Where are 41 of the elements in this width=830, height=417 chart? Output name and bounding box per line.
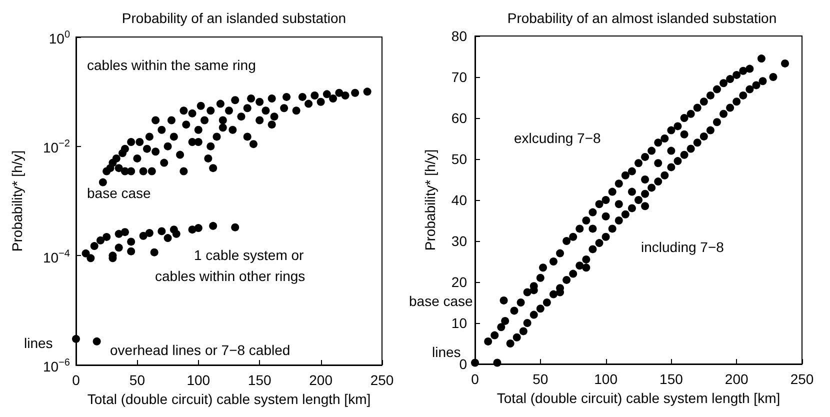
annotation: cables within the same ring: [87, 57, 256, 73]
x-tick-label: 50: [129, 372, 146, 388]
y-tick-label: 10$^{−2}$: [43, 138, 70, 156]
y-tick-label: 10$^{0}$: [48, 28, 70, 46]
x-tick-label: 200: [309, 372, 333, 388]
annotation: 1 cable system or: [194, 247, 304, 263]
x-tick-label: 250: [790, 371, 814, 387]
y-axis-title: Probability* [h/y]: [422, 149, 438, 251]
y-tick-label: 10$^{−6}$: [43, 356, 70, 374]
y-axis-title: Probability* [h/y]: [9, 150, 25, 252]
annotation: base case: [87, 185, 151, 201]
y-tick-label: 80: [451, 28, 468, 44]
annotation: including 7−8: [641, 239, 724, 255]
annotation: exlcuding 7−8: [514, 130, 601, 146]
text: lines: [432, 344, 461, 360]
x-tick-label: 200: [724, 371, 748, 387]
y-tick-label: 10$^{−4}$: [43, 247, 70, 265]
y-tick-label: 20: [451, 274, 468, 290]
chart-title: Probability of an islanded substation: [122, 10, 346, 26]
x-axis-title: Total (double circuit) cable system length [km]: [496, 390, 780, 406]
y-tick-label: 10: [451, 315, 468, 331]
annotation: cables within other rings: [155, 268, 306, 284]
y-tick-label: 70: [451, 69, 468, 85]
y-tick-label: 50: [451, 151, 468, 167]
y-tick-label: 0: [459, 356, 468, 372]
annotation: overhead lines or 7−8 cabled: [110, 342, 290, 358]
x-tick-label: 100: [594, 371, 618, 387]
y-tick-label: 30: [451, 233, 468, 249]
x-tick-label: 100: [186, 372, 210, 388]
x-tick-label: 150: [660, 371, 684, 387]
y-tick-label: 60: [451, 110, 468, 126]
x-tick-label: 150: [248, 372, 272, 388]
chart-title: Probability of an almost islanded substation: [507, 10, 777, 26]
x-tick-label: 0: [72, 372, 80, 388]
text: base case: [409, 293, 473, 309]
x-tick-label: 250: [370, 372, 394, 388]
y-tick-label: 40: [451, 192, 468, 208]
x-tick-label: 50: [532, 371, 548, 387]
text: lines: [24, 335, 53, 351]
x-axis-title: Total (double circuit) cable system length [km]: [87, 390, 371, 407]
x-tick-label: 0: [471, 371, 480, 387]
